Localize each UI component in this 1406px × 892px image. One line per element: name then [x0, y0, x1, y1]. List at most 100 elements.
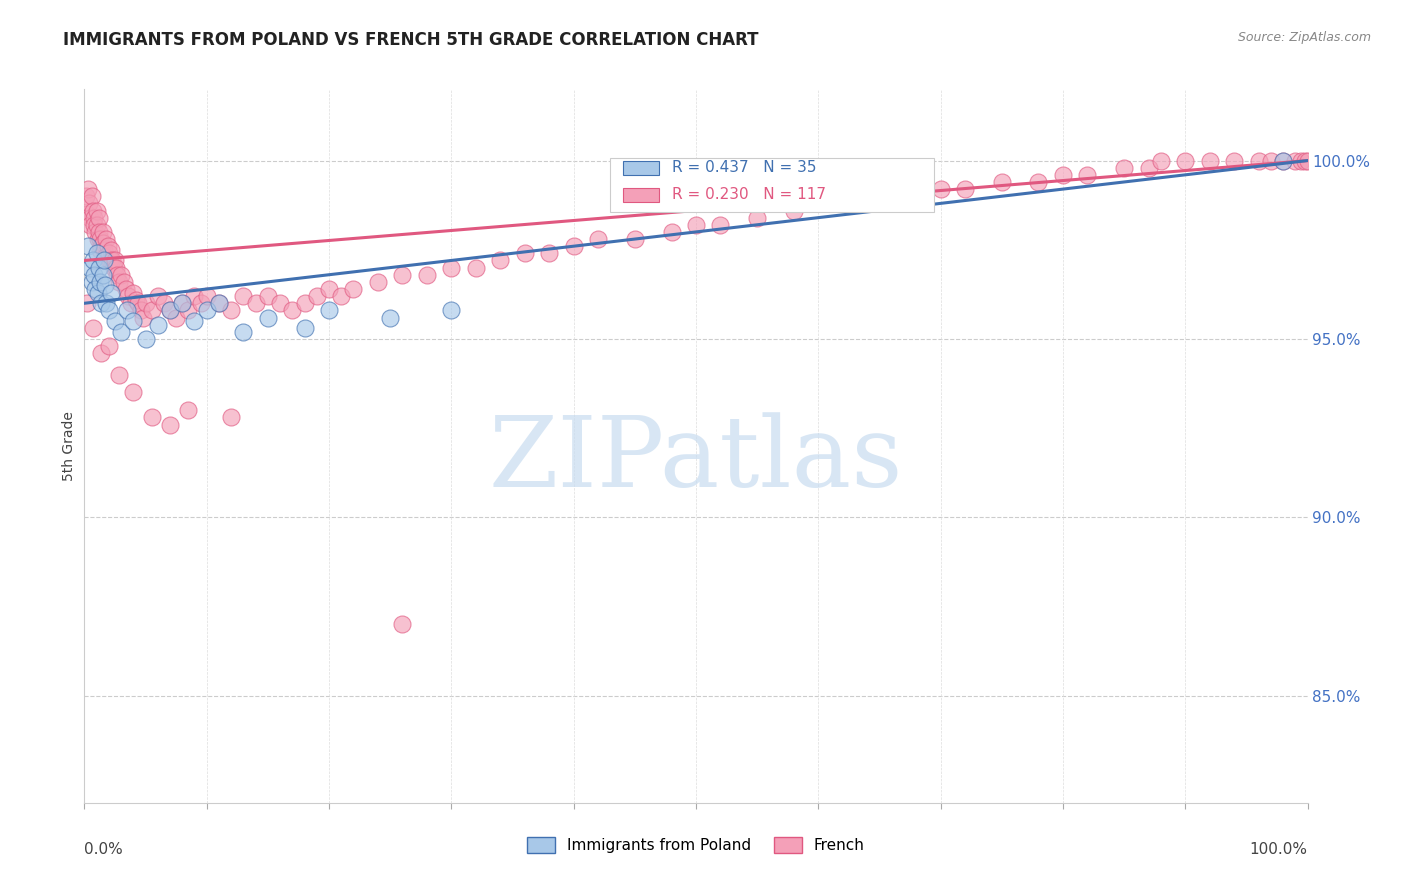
- Point: [1076, 168, 1098, 182]
- Point: [1272, 153, 1295, 168]
- Point: [624, 232, 647, 246]
- Point: [195, 289, 218, 303]
- Point: [104, 253, 127, 268]
- Bar: [623, 161, 659, 175]
- Point: [103, 260, 125, 275]
- Point: [177, 403, 200, 417]
- Point: [1137, 161, 1160, 175]
- Point: [122, 314, 145, 328]
- Point: [76, 296, 98, 310]
- Point: [183, 314, 205, 328]
- Point: [84, 225, 107, 239]
- Point: [90, 296, 112, 310]
- Point: [929, 182, 952, 196]
- Point: [90, 239, 112, 253]
- Point: [1291, 153, 1313, 168]
- Point: [132, 310, 155, 325]
- Point: [91, 268, 114, 282]
- Point: [208, 296, 231, 310]
- Point: [89, 232, 111, 246]
- Point: [117, 289, 139, 303]
- Point: [82, 321, 104, 335]
- Point: [86, 203, 108, 218]
- Point: [80, 275, 103, 289]
- Point: [105, 268, 128, 282]
- Point: [87, 232, 110, 246]
- Point: [115, 282, 138, 296]
- Point: [195, 303, 218, 318]
- Point: [122, 285, 145, 300]
- Point: [869, 189, 891, 203]
- Point: [94, 278, 117, 293]
- Point: [105, 260, 128, 275]
- Text: 0.0%: 0.0%: [84, 842, 124, 857]
- Point: [416, 268, 439, 282]
- Point: [135, 296, 157, 310]
- Point: [112, 275, 135, 289]
- Point: [77, 196, 100, 211]
- Point: [122, 385, 145, 400]
- Point: [97, 246, 120, 260]
- Point: [208, 296, 231, 310]
- Point: [91, 235, 114, 250]
- Point: [98, 253, 121, 268]
- Point: [159, 303, 181, 318]
- Point: [93, 253, 115, 268]
- Point: [100, 243, 122, 257]
- Point: [86, 218, 108, 232]
- Point: [87, 211, 110, 225]
- Point: [1272, 153, 1295, 168]
- Point: [1052, 168, 1074, 182]
- Point: [146, 318, 169, 332]
- Text: IMMIGRANTS FROM POLAND VS FRENCH 5TH GRADE CORRELATION CHART: IMMIGRANTS FROM POLAND VS FRENCH 5TH GRA…: [63, 31, 759, 49]
- Point: [79, 260, 101, 275]
- Point: [120, 296, 142, 310]
- Point: [489, 253, 512, 268]
- Text: R = 0.437   N = 35: R = 0.437 N = 35: [672, 161, 815, 175]
- Point: [97, 339, 120, 353]
- Point: [1028, 175, 1050, 189]
- Point: [269, 296, 291, 310]
- Point: [141, 303, 163, 318]
- Point: [97, 303, 120, 318]
- Point: [75, 189, 97, 203]
- Text: 100.0%: 100.0%: [1250, 842, 1308, 857]
- Point: [440, 260, 463, 275]
- Point: [1294, 153, 1316, 168]
- Point: [77, 239, 100, 253]
- Point: [146, 289, 169, 303]
- Point: [342, 282, 364, 296]
- Point: [110, 268, 132, 282]
- Point: [83, 268, 105, 282]
- Point: [1284, 153, 1306, 168]
- Point: [165, 310, 187, 325]
- Point: [86, 246, 108, 260]
- Point: [135, 332, 157, 346]
- Point: [257, 310, 280, 325]
- Point: [110, 325, 132, 339]
- Point: [831, 196, 853, 211]
- Point: [79, 211, 101, 225]
- Point: [87, 260, 110, 275]
- Point: [153, 296, 176, 310]
- Point: [101, 253, 124, 268]
- Point: [783, 203, 806, 218]
- Point: [84, 282, 107, 296]
- Point: [97, 239, 120, 253]
- Point: [219, 410, 242, 425]
- Point: [104, 314, 127, 328]
- Point: [586, 232, 609, 246]
- Bar: [623, 187, 659, 202]
- Point: [87, 225, 110, 239]
- Point: [91, 225, 114, 239]
- Point: [87, 285, 110, 300]
- Point: [953, 182, 976, 196]
- Point: [76, 207, 98, 221]
- Point: [107, 368, 129, 382]
- Point: [1174, 153, 1197, 168]
- Point: [172, 296, 194, 310]
- Point: [709, 218, 731, 232]
- Point: [747, 211, 769, 225]
- Point: [159, 417, 181, 432]
- Point: [257, 289, 280, 303]
